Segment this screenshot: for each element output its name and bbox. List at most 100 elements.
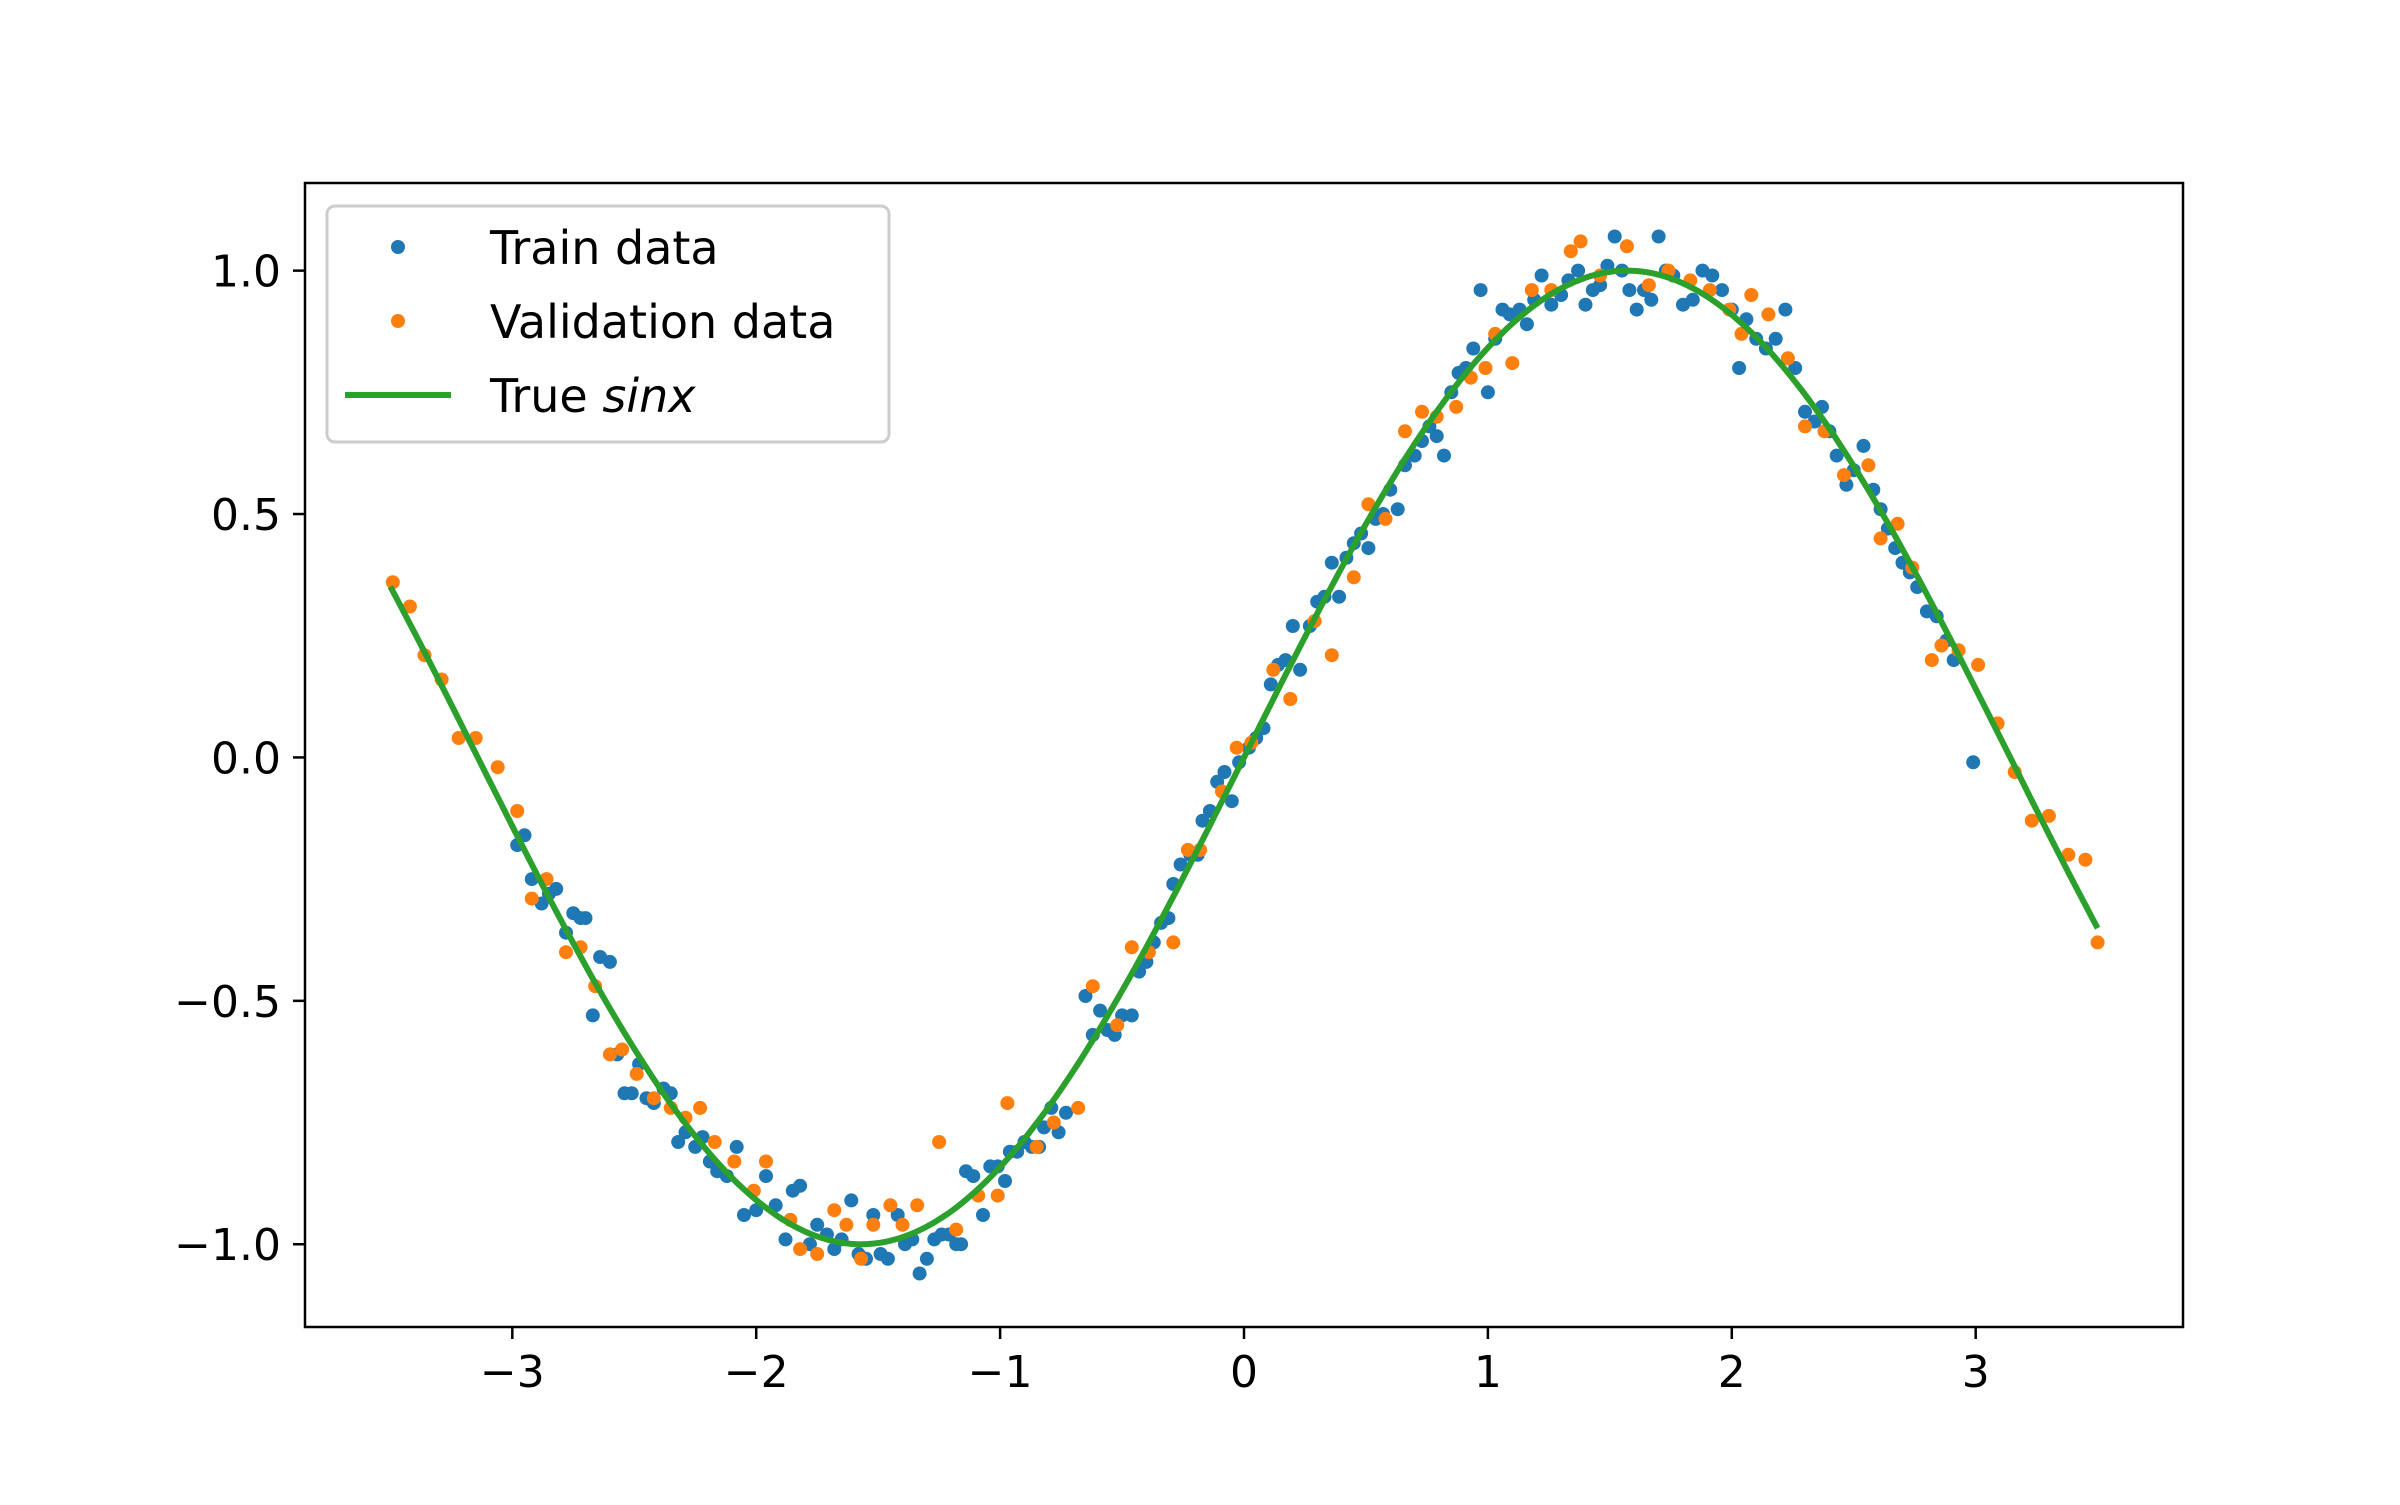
train-data-point xyxy=(549,881,564,896)
train-data-point xyxy=(729,1139,744,1154)
validation-data-point xyxy=(385,575,400,590)
train-data-point xyxy=(1437,448,1451,463)
train-data-point xyxy=(1078,989,1093,1003)
train-data-point xyxy=(1059,1105,1073,1120)
x-tick-label: −3 xyxy=(480,1347,545,1398)
validation-data-point xyxy=(510,804,525,818)
validation-data-point xyxy=(1378,511,1393,526)
validation-data-point xyxy=(2024,813,2039,828)
validation-data-point xyxy=(1924,653,1939,668)
train-data-point xyxy=(1093,1003,1108,1018)
validation-data-point xyxy=(910,1198,925,1213)
train-data-point xyxy=(1429,429,1444,444)
train-data-point xyxy=(966,1169,981,1184)
x-tick-label: 0 xyxy=(1230,1347,1258,1398)
train-data-point xyxy=(1324,555,1339,570)
validation-data-point xyxy=(1524,283,1539,298)
validation-data-point xyxy=(1266,662,1281,677)
validation-data-point xyxy=(615,1042,630,1057)
train-data-point xyxy=(954,1237,969,1252)
x-tick-label: 3 xyxy=(1962,1347,1990,1398)
validation-data-point xyxy=(1478,361,1493,375)
train-data-point xyxy=(998,1174,1012,1188)
x-tick-label: 2 xyxy=(1718,1347,1746,1398)
train-data-point xyxy=(1966,755,1981,770)
train-data-point xyxy=(671,1135,686,1149)
train-data-point xyxy=(1195,813,1210,828)
validation-data-point xyxy=(2061,847,2076,862)
legend-true-label: True sinx xyxy=(489,369,696,423)
validation-data-point xyxy=(1837,468,1851,483)
y-tick-label: −0.5 xyxy=(174,977,281,1028)
train-data-point xyxy=(1285,619,1300,633)
validation-data-point xyxy=(1798,419,1812,434)
train-data-point xyxy=(1798,404,1812,419)
train-data-point xyxy=(585,1008,600,1023)
validation-data-point xyxy=(1110,1018,1125,1033)
validation-data-point xyxy=(1563,244,1578,259)
validation-data-point xyxy=(524,891,539,906)
validation-data-point xyxy=(707,1135,722,1149)
validation-data-point xyxy=(1415,404,1429,419)
validation-data-point xyxy=(1180,842,1195,857)
train-data-point xyxy=(1788,361,1803,375)
validation-data-point xyxy=(1890,516,1905,531)
validation-data-point xyxy=(1324,648,1339,663)
validation-data-point xyxy=(1971,657,1986,672)
validation-data-series xyxy=(385,234,2105,1266)
validation-data-point xyxy=(559,945,573,960)
validation-data-point xyxy=(895,1217,910,1232)
train-data-point xyxy=(1519,317,1534,332)
validation-data-point xyxy=(1229,740,1244,755)
validation-data-point xyxy=(1071,1100,1086,1115)
train-data-point xyxy=(1217,765,1232,779)
train-data-point xyxy=(1629,302,1644,317)
train-data-point xyxy=(778,1232,793,1247)
validation-data-point xyxy=(839,1217,854,1232)
validation-data-point xyxy=(866,1217,881,1232)
train-data-point xyxy=(1578,297,1593,312)
validation-data-point xyxy=(1283,692,1298,706)
train-data-point xyxy=(866,1208,881,1222)
validation-data-point xyxy=(2078,852,2093,867)
train-data-point xyxy=(1607,229,1622,244)
validation-data-point xyxy=(883,1198,898,1213)
train-data-point xyxy=(1293,662,1308,677)
train-data-point xyxy=(1534,268,1549,283)
validation-data-point xyxy=(1573,234,1588,249)
train-data-point xyxy=(810,1217,825,1232)
train-data-point xyxy=(1644,292,1659,307)
validation-data-point xyxy=(990,1188,1005,1203)
validation-data-point xyxy=(793,1242,808,1257)
train-data-point xyxy=(1332,589,1347,604)
train-data-point xyxy=(919,1251,934,1266)
train-data-point xyxy=(1768,331,1783,346)
train-data-point xyxy=(912,1266,927,1281)
true-sin-line xyxy=(387,267,2101,1248)
validation-data-point xyxy=(1780,351,1795,366)
validation-data-point xyxy=(1085,979,1100,994)
train-data-point xyxy=(1124,1008,1139,1023)
validation-data-point xyxy=(1346,570,1361,585)
validation-data-point xyxy=(629,1066,644,1081)
y-tick-label: 0.0 xyxy=(211,733,281,784)
train-data-point xyxy=(1361,541,1376,556)
train-data-point xyxy=(1829,448,1844,463)
validation-data-point xyxy=(827,1203,842,1218)
train-data-point xyxy=(624,1086,639,1101)
train-data-point xyxy=(793,1178,808,1193)
x-tick-label: 1 xyxy=(1474,1347,1502,1398)
train-data-point xyxy=(1651,229,1666,244)
validation-data-point xyxy=(759,1154,773,1169)
train-data-point xyxy=(759,1169,773,1184)
train-data-point xyxy=(1544,297,1559,312)
train-data-point xyxy=(737,1208,751,1222)
validation-data-point xyxy=(1124,940,1139,955)
train-data-point xyxy=(976,1208,990,1222)
validation-data-point xyxy=(727,1154,742,1169)
validation-data-point xyxy=(2090,935,2105,950)
train-data-point xyxy=(1622,283,1637,298)
train-data-point xyxy=(1390,502,1405,517)
validation-data-point xyxy=(810,1247,825,1261)
